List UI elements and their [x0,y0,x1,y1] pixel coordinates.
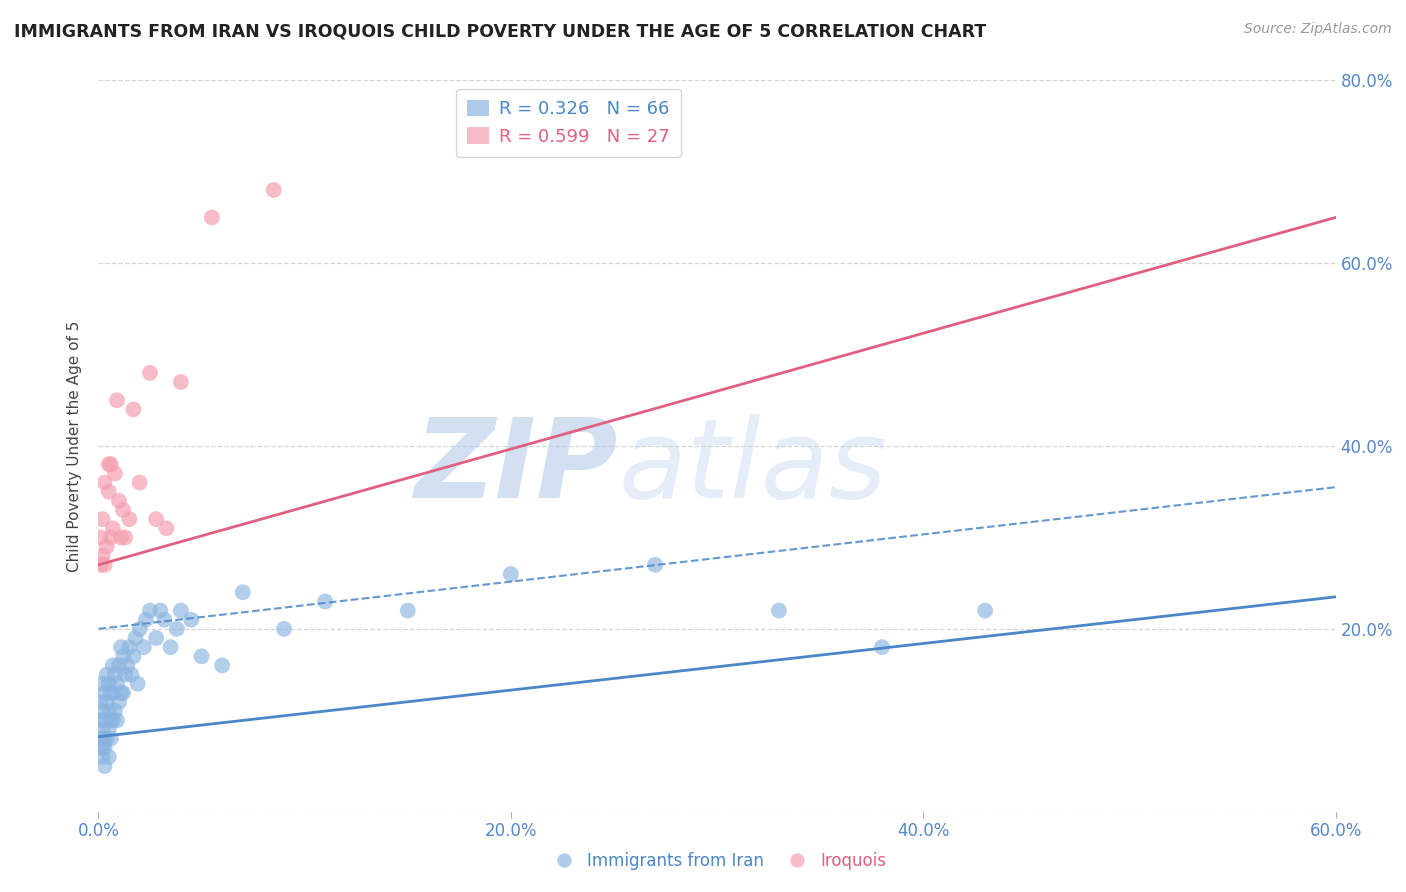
Point [122,402,145,417]
Point [100,714,122,728]
Point [644,558,666,572]
Point [100,530,122,544]
Point [108,658,131,673]
Point [91,749,114,764]
Point [91,676,114,690]
Point [97,676,120,690]
Point [166,622,188,636]
Point [101,521,124,535]
Point [314,594,336,608]
Y-axis label: Child Poverty Under the Age of 5: Child Poverty Under the Age of 5 [67,320,83,572]
Point [105,676,128,690]
Point [124,631,146,645]
Point [96,667,118,681]
Point [93,740,115,755]
Point [180,613,202,627]
Point [91,549,114,563]
Point [91,512,114,526]
Point [93,731,115,746]
Point [96,540,118,554]
Point [89,740,111,755]
Point [89,530,111,544]
Text: ZIP: ZIP [415,415,619,522]
Point [110,530,132,544]
Point [190,649,212,664]
Point [122,649,145,664]
Point [97,749,120,764]
Point [96,731,118,746]
Point [139,603,162,617]
Point [101,686,124,700]
Point [91,723,114,737]
Point [118,640,141,655]
Point [974,603,997,617]
Point [104,667,127,681]
Point [100,731,122,746]
Point [132,640,155,655]
Text: IMMIGRANTS FROM IRAN VS IROQUOIS CHILD POVERTY UNDER THE AGE OF 5 CORRELATION CH: IMMIGRANTS FROM IRAN VS IROQUOIS CHILD P… [14,22,987,40]
Point [149,603,172,617]
Point [201,211,224,225]
Point [499,567,522,582]
Point [128,622,150,636]
Point [97,484,120,499]
Point [91,704,114,718]
Point [145,512,167,526]
Point [101,658,124,673]
Text: atlas: atlas [619,415,887,522]
Point [128,475,150,490]
Point [93,686,115,700]
Point [97,704,120,718]
Point [101,714,124,728]
Point [153,613,176,627]
Point [89,731,111,746]
Point [114,667,136,681]
Point [139,366,162,380]
Point [155,521,177,535]
Legend: Immigrants from Iran, Iroquois: Immigrants from Iran, Iroquois [541,846,893,877]
Point [112,686,135,700]
Point [110,686,132,700]
Point [170,375,193,389]
Point [870,640,893,655]
Point [93,714,115,728]
Point [89,695,111,709]
Point [112,503,135,517]
Point [89,558,111,572]
Point [118,512,141,526]
Point [768,603,790,617]
Point [232,585,254,599]
Point [93,475,115,490]
Point [135,613,157,627]
Point [97,723,120,737]
Point [211,658,233,673]
Point [93,759,115,773]
Point [159,640,181,655]
Point [120,667,142,681]
Text: Source: ZipAtlas.com: Source: ZipAtlas.com [1244,22,1392,37]
Point [273,622,295,636]
Point [104,467,127,481]
Point [104,704,127,718]
Point [127,676,149,690]
Point [105,393,128,408]
Point [89,714,111,728]
Point [100,686,122,700]
Point [91,740,114,755]
Point [114,530,136,544]
Point [108,695,131,709]
Point [96,695,118,709]
Point [97,458,120,472]
Point [145,631,167,645]
Point [170,603,193,617]
Point [108,493,131,508]
Point [100,458,122,472]
Point [117,658,139,673]
Point [110,640,132,655]
Point [105,714,128,728]
Point [263,183,285,197]
Point [396,603,419,617]
Point [93,558,115,572]
Point [112,649,135,664]
